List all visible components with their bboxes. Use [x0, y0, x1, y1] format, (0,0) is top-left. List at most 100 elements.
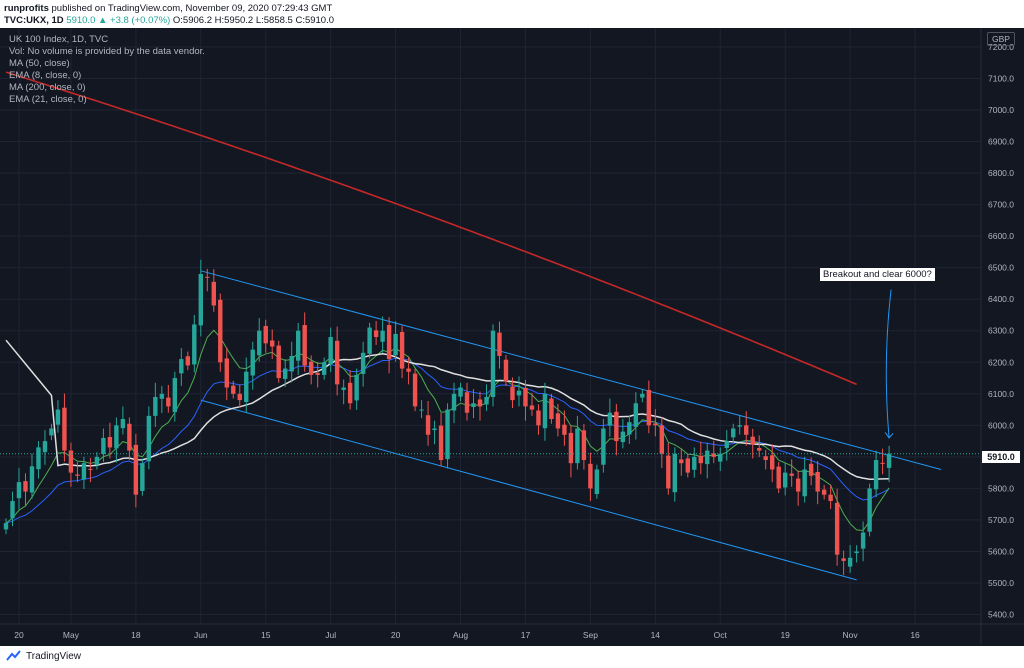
y-tick-label: 6000.0 — [988, 420, 1014, 430]
candle-body — [153, 396, 158, 416]
candle-body — [672, 453, 678, 493]
legend-ma200[interactable]: MA (200, close, 0) — [9, 82, 86, 93]
candle-body — [81, 463, 87, 480]
x-tick-label: Oct — [714, 630, 728, 640]
candle-body — [588, 463, 593, 489]
candle-body — [763, 456, 768, 461]
candle-body — [16, 482, 22, 499]
candle-body — [880, 462, 885, 464]
candle-body — [458, 387, 463, 397]
candle-body — [860, 532, 866, 549]
candle-body — [646, 390, 652, 426]
candle-body — [386, 325, 392, 360]
candle-body — [231, 385, 236, 394]
legend-ma50[interactable]: MA (50, close) — [9, 58, 70, 69]
y-tick-label: 6200.0 — [988, 357, 1014, 367]
legend-title[interactable]: UK 100 Index, 1D, TVC — [9, 34, 109, 45]
candle-body — [445, 409, 450, 460]
candle-body — [347, 382, 353, 404]
candle-body — [873, 460, 879, 490]
candle-body — [308, 361, 314, 375]
candle-body — [594, 469, 600, 495]
tradingview-logo[interactable]: TradingView — [6, 650, 81, 662]
y-tick-label: 6900.0 — [988, 137, 1014, 147]
candle-body — [808, 463, 814, 476]
candle-body — [127, 423, 132, 451]
channel-upper-line — [200, 270, 942, 470]
brand-label: TradingView — [26, 650, 82, 662]
candle-body — [224, 358, 229, 388]
candle-body — [503, 359, 509, 382]
x-tick-label: Jul — [325, 630, 336, 640]
x-tick-label: 15 — [261, 630, 271, 640]
ma200-line — [5, 71, 857, 386]
last-price: 5910.0 — [66, 15, 96, 26]
x-tick-label: 18 — [131, 630, 141, 640]
publisher-name[interactable]: runprofits — [4, 3, 49, 14]
candle-body — [770, 455, 775, 470]
candle-body — [640, 393, 645, 398]
candle-body — [529, 405, 535, 410]
candle-body — [731, 428, 736, 438]
candle-body — [782, 472, 788, 488]
candle-body — [237, 393, 242, 401]
price-chart[interactable]: 5400.05500.05600.05700.05800.05900.06000… — [0, 28, 1024, 646]
candle-body — [250, 349, 255, 376]
candle-body — [562, 424, 567, 435]
candle-body — [432, 428, 437, 431]
current-price-tag: 5910.0 — [982, 451, 1020, 463]
candle-body — [49, 428, 54, 436]
candle-body — [789, 473, 794, 476]
annotation-callout[interactable]: Breakout and clear 6000? — [819, 267, 936, 282]
candle-body — [666, 455, 671, 489]
currency-label[interactable]: GBP — [987, 32, 1015, 46]
x-tick-label: 14 — [651, 630, 661, 640]
candle-body — [23, 481, 28, 492]
candle-body — [334, 340, 340, 385]
candle-body — [451, 393, 457, 411]
candle-body — [406, 368, 411, 372]
candle-body — [218, 299, 223, 363]
candle-body — [140, 463, 145, 491]
candle-body — [490, 330, 496, 397]
candle-body — [802, 469, 807, 497]
y-tick-label: 7000.0 — [988, 105, 1014, 115]
legend-volume: Vol: No volume is provided by the data v… — [9, 46, 205, 57]
symbol-line: TVC:UKX, 1D — [4, 15, 64, 26]
indicator-legend: UK 100 Index, 1D, TVC Vol: No volume is … — [9, 34, 205, 106]
y-tick-label: 6700.0 — [988, 200, 1014, 210]
x-tick-label: 20 — [14, 630, 24, 640]
y-tick-label: 7100.0 — [988, 73, 1014, 83]
candle-body — [834, 502, 840, 555]
tradingview-logo-icon — [6, 650, 21, 661]
candle-body — [705, 450, 710, 465]
y-tick-label: 6400.0 — [988, 294, 1014, 304]
y-tick-label: 5700.0 — [988, 515, 1014, 525]
legend-ema8[interactable]: EMA (8, close, 0) — [9, 70, 82, 81]
price-change: ▲ +3.8 (+0.07%) — [98, 15, 171, 26]
ma50-line — [5, 339, 890, 481]
candle-body — [425, 415, 431, 435]
candle-body — [795, 478, 801, 492]
candle-body — [484, 396, 489, 405]
candle-body — [847, 557, 853, 567]
candle-body — [179, 359, 184, 374]
y-tick-label: 6800.0 — [988, 168, 1014, 178]
y-tick-label: 6600.0 — [988, 231, 1014, 241]
candle-body — [692, 456, 697, 470]
candle-body — [607, 412, 613, 426]
candle-body — [289, 355, 294, 372]
candle-body — [627, 422, 632, 435]
candle-body — [120, 419, 126, 429]
candle-body — [192, 324, 197, 365]
ohlc-close: C:5910.0 — [295, 15, 335, 26]
legend-ema21[interactable]: EMA (21, close, 0) — [9, 94, 87, 105]
ohlc-high: H:5950.2 — [214, 15, 254, 26]
candle-body — [471, 403, 476, 408]
candle-body — [685, 458, 690, 473]
candle-body — [367, 327, 372, 354]
y-tick-label: 5500.0 — [988, 578, 1014, 588]
forecast-arrow-head — [884, 432, 894, 439]
header-bar: runprofits published on TradingView.com,… — [0, 0, 1024, 28]
candle-body — [321, 362, 327, 375]
